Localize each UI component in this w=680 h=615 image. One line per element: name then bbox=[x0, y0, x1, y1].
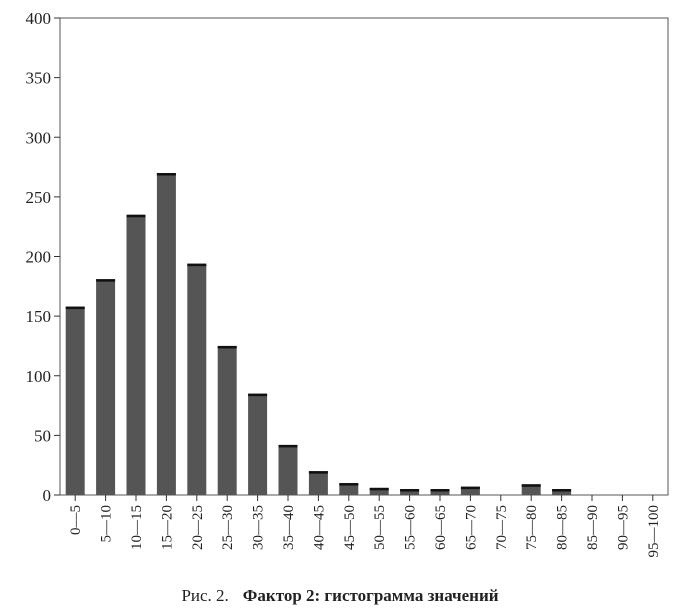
caption-title: Фактор 2: гистограмма значений bbox=[242, 586, 499, 605]
bar-top-edge bbox=[187, 263, 207, 267]
bar-top-edge bbox=[65, 306, 85, 310]
plot-border bbox=[59, 17, 669, 496]
caption-figure-number: Рис. 2. bbox=[181, 586, 229, 605]
y-tick-label: 250 bbox=[26, 188, 52, 207]
bar-top-edge bbox=[96, 279, 116, 282]
bar bbox=[278, 444, 298, 495]
bar-top-edge bbox=[369, 487, 389, 491]
bar bbox=[339, 483, 359, 495]
bar bbox=[400, 489, 420, 495]
x-category-label: 85—90 bbox=[585, 505, 601, 550]
x-category-label: 90—95 bbox=[615, 505, 631, 550]
y-tick-label: 0 bbox=[43, 486, 52, 505]
x-category-label: 30—35 bbox=[251, 505, 267, 550]
x-category-label: 10—15 bbox=[129, 505, 145, 550]
y-tick-label: 50 bbox=[34, 426, 51, 445]
bar bbox=[156, 173, 176, 495]
bar-top-edge bbox=[460, 486, 480, 490]
x-category-label: 75—80 bbox=[524, 505, 540, 550]
bar bbox=[460, 486, 480, 495]
x-category-label: 95—100 bbox=[646, 505, 662, 558]
y-axis-ticks: 0 50 100 150 200 250 300 350 400 bbox=[26, 9, 60, 505]
x-category-label: 40—45 bbox=[311, 505, 327, 550]
x-category-label: 50—55 bbox=[372, 505, 388, 550]
bar bbox=[521, 484, 541, 495]
bar bbox=[248, 393, 268, 495]
x-category-label: 25—30 bbox=[220, 505, 236, 550]
x-category-label: 65—70 bbox=[463, 505, 479, 550]
plot-frame bbox=[59, 17, 669, 496]
figure-caption: Рис. 2. Фактор 2: гистограмма значений bbox=[0, 586, 680, 606]
x-category-label: 45—50 bbox=[342, 505, 358, 550]
y-tick-label: 150 bbox=[26, 307, 52, 326]
y-tick-label: 350 bbox=[26, 69, 52, 88]
x-category-label: 55—60 bbox=[403, 505, 419, 550]
bar-top-edge bbox=[339, 483, 359, 486]
x-category-label: 0—5 bbox=[68, 505, 84, 535]
bars bbox=[65, 173, 572, 495]
bar-top-edge bbox=[430, 489, 450, 492]
x-category-label: 60—65 bbox=[433, 505, 449, 550]
bar-top-edge bbox=[552, 489, 572, 492]
bar bbox=[430, 489, 450, 495]
x-category-label: 35—40 bbox=[281, 505, 297, 550]
y-tick-label: 300 bbox=[26, 128, 52, 147]
bar bbox=[369, 487, 389, 495]
bar-top-edge bbox=[278, 444, 298, 448]
bar bbox=[217, 345, 237, 495]
bar bbox=[126, 214, 146, 495]
bar-top-edge bbox=[248, 393, 268, 397]
x-category-label: 70—75 bbox=[494, 505, 510, 550]
x-category-label: 20—25 bbox=[190, 505, 206, 550]
histogram-chart: 0 50 100 150 200 250 300 350 400 0—5 5—10 10—15 15—… bbox=[26, 9, 669, 558]
y-tick-label: 200 bbox=[26, 248, 52, 267]
bar bbox=[552, 489, 572, 495]
y-tick-label: 400 bbox=[26, 9, 52, 28]
x-category-label: 15—20 bbox=[159, 505, 175, 550]
bar-top-edge bbox=[156, 173, 176, 176]
bar-top-edge bbox=[126, 214, 146, 218]
y-tick-label: 100 bbox=[26, 367, 52, 386]
bar bbox=[187, 263, 207, 495]
bar bbox=[96, 279, 116, 495]
bar bbox=[308, 471, 328, 495]
x-category-label: 80—85 bbox=[555, 505, 571, 550]
bar-top-edge bbox=[521, 484, 541, 487]
bar-top-edge bbox=[400, 489, 420, 492]
bar-top-edge bbox=[217, 345, 237, 349]
bar-top-edge bbox=[308, 471, 328, 474]
x-category-label: 5—10 bbox=[99, 505, 115, 543]
x-axis-ticks: 0—5 5—10 10—15 15—20 20—25 25—30 30—35 35—40 40—… bbox=[68, 495, 662, 558]
bar bbox=[65, 306, 85, 495]
